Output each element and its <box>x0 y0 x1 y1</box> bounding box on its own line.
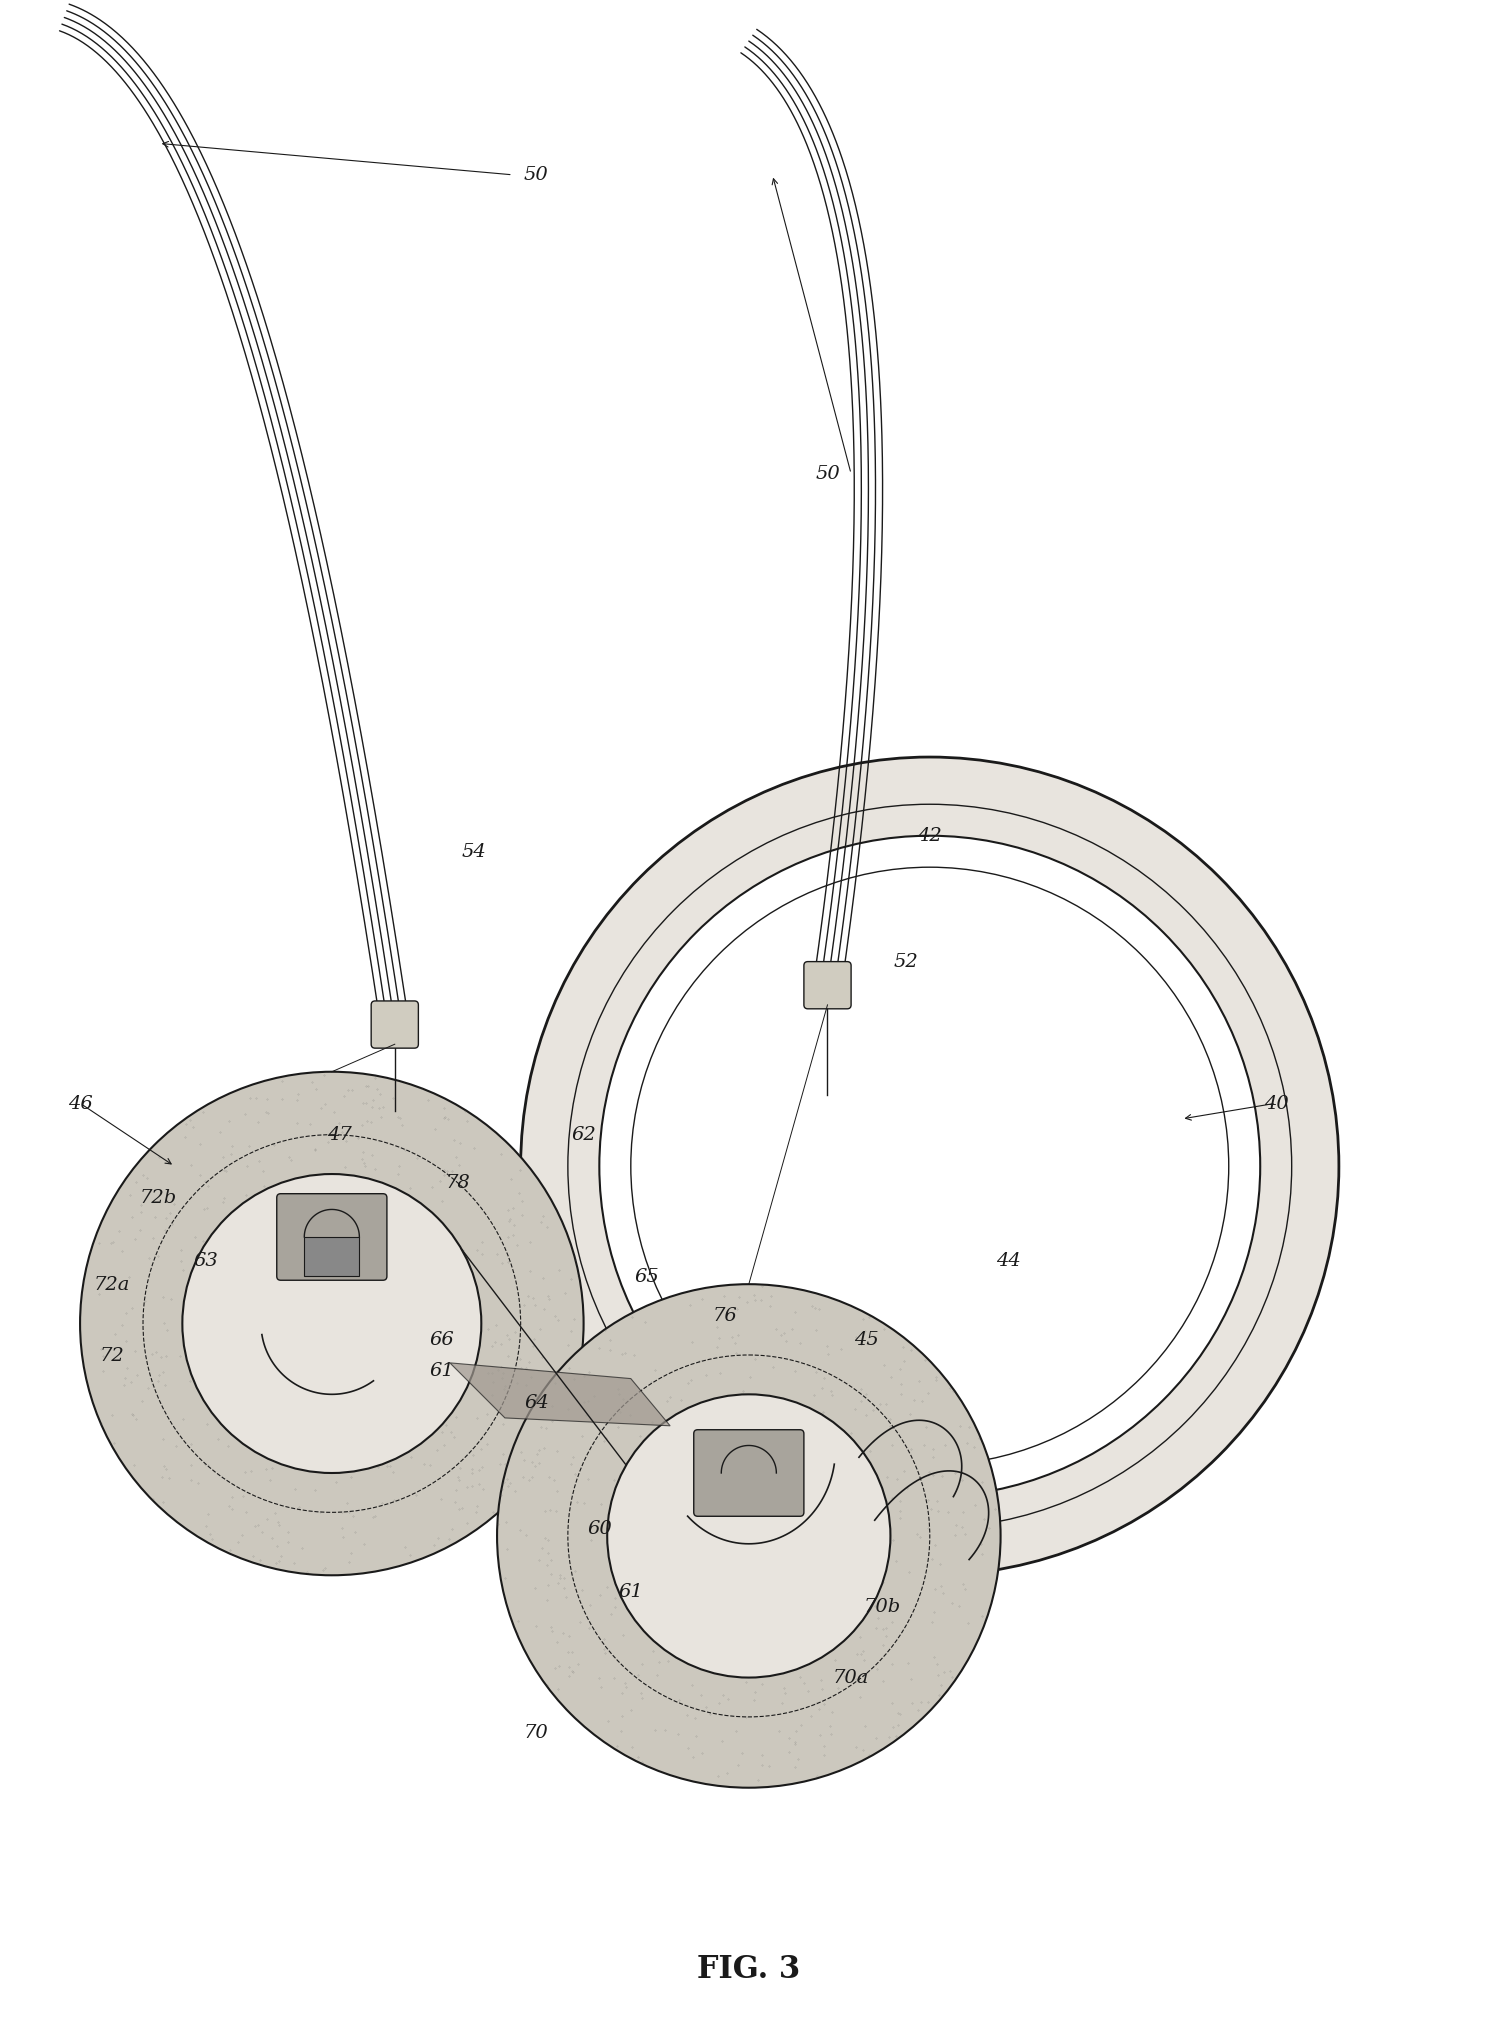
Circle shape <box>183 1174 481 1473</box>
Text: 76: 76 <box>713 1308 738 1324</box>
Text: 66: 66 <box>430 1330 454 1349</box>
FancyBboxPatch shape <box>804 962 850 1009</box>
Text: 45: 45 <box>855 1330 879 1349</box>
Bar <box>304 1237 359 1277</box>
FancyBboxPatch shape <box>277 1194 386 1281</box>
Text: 62: 62 <box>570 1127 596 1143</box>
Text: 78: 78 <box>445 1174 470 1192</box>
Circle shape <box>521 757 1338 1576</box>
Circle shape <box>497 1283 1000 1788</box>
Text: 47: 47 <box>328 1127 352 1143</box>
Text: 61: 61 <box>618 1582 642 1601</box>
Text: 72: 72 <box>99 1347 124 1365</box>
Text: 70b: 70b <box>864 1599 901 1615</box>
FancyBboxPatch shape <box>693 1430 804 1517</box>
Text: 60: 60 <box>587 1519 611 1538</box>
Text: 50: 50 <box>814 466 840 484</box>
Text: 64: 64 <box>524 1393 548 1412</box>
Text: 46: 46 <box>67 1094 93 1113</box>
Text: 65: 65 <box>633 1267 659 1285</box>
Text: 72b: 72b <box>141 1190 177 1206</box>
Circle shape <box>79 1072 584 1576</box>
Text: 40: 40 <box>1263 1094 1287 1113</box>
Text: 72a: 72a <box>93 1275 130 1294</box>
Text: 70: 70 <box>524 1723 548 1741</box>
Text: 54: 54 <box>461 842 485 860</box>
Text: 42: 42 <box>918 828 942 844</box>
Text: FIG. 3: FIG. 3 <box>698 1953 799 1985</box>
Text: 61: 61 <box>430 1363 454 1379</box>
FancyBboxPatch shape <box>371 1001 418 1048</box>
Circle shape <box>599 836 1259 1497</box>
Text: 44: 44 <box>996 1251 1021 1269</box>
Text: 70a: 70a <box>832 1668 868 1686</box>
Text: 50: 50 <box>524 167 548 185</box>
Text: 52: 52 <box>894 954 918 970</box>
Circle shape <box>606 1395 891 1678</box>
Polygon shape <box>449 1363 669 1426</box>
Text: 63: 63 <box>193 1251 219 1269</box>
